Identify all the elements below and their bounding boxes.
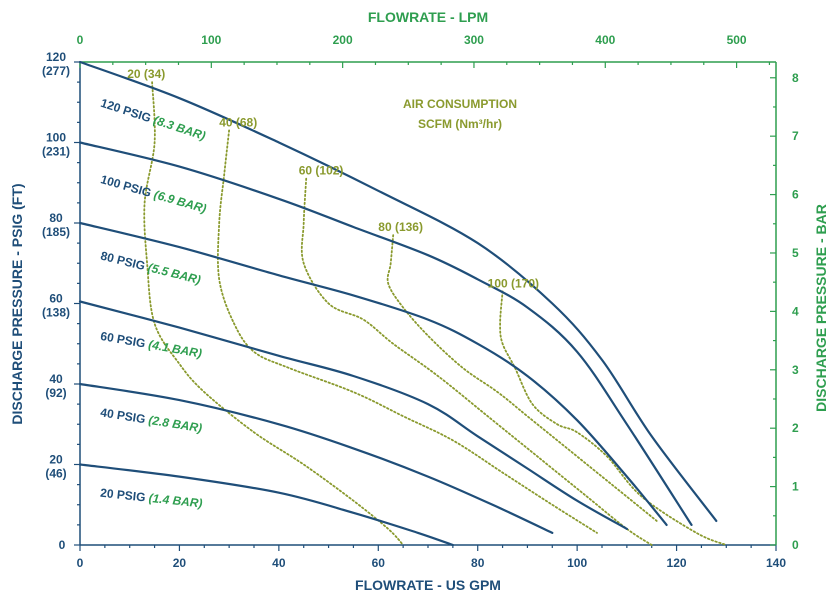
y-axis-title: DISCHARGE PRESSURE - PSIG (FT): [9, 183, 25, 424]
x2-tick-label: 100: [201, 33, 221, 47]
air-curve-label: 80 (136): [378, 220, 423, 234]
y-tick-sublabel: (92): [45, 386, 66, 400]
y2-tick-label: 0: [792, 538, 799, 552]
x-tick-label: 140: [766, 556, 786, 570]
air-curve-label: 100 (170): [488, 276, 539, 290]
axes-layer: 0 20 40 60 80 100 120 140020(46)40(92)60(138)80…: [42, 33, 799, 570]
y2-axis-title: DISCHARGE PRESSURE - BAR: [813, 204, 829, 412]
air-consumption-curve: [499, 290, 728, 546]
air-curve-label: 60 (102): [299, 164, 344, 178]
air-consumption-layer: [143, 81, 728, 546]
y-tick-sublabel: (46): [45, 467, 66, 481]
curve-label-bar: (6.9 BAR): [152, 187, 208, 215]
y2-tick-label: 5: [792, 246, 799, 260]
curve-label: 80 PSIG (5.5 BAR): [99, 249, 202, 287]
air-consumption-curve: [143, 81, 404, 546]
x2-axis-title: FLOWRATE - LPM: [368, 9, 488, 25]
pressure-curve: [78, 382, 554, 534]
y2-tick-label: 1: [792, 480, 799, 494]
x-tick-label: 60: [372, 556, 386, 570]
x2-tick-label: 0: [77, 33, 84, 47]
y-tick-sublabel: (138): [42, 306, 70, 320]
curve-label-psi: 80 PSIG: [99, 249, 150, 274]
air-consumption-curve: [300, 177, 653, 546]
pressure-curve: [78, 141, 693, 526]
y2-tick-label: 3: [792, 363, 799, 377]
air-consumption-units: SCFM (Nm³/hr): [418, 117, 502, 131]
x2-tick-label: 200: [333, 33, 353, 47]
air-consumption-title: AIR CONSUMPTION: [403, 97, 517, 111]
air-consumption-curve: [216, 129, 598, 534]
curve-label-psi: 40 PSIG: [99, 405, 149, 426]
curve-label-bar: (1.4 BAR): [148, 491, 203, 511]
x-tick-label: 80: [471, 556, 485, 570]
x2-tick-label: 400: [595, 33, 615, 47]
air-consumption-curve: [386, 234, 658, 522]
y2-tick-label: 8: [792, 71, 799, 85]
x-tick-label: 100: [567, 556, 587, 570]
pressure-curves-layer: [78, 60, 718, 547]
y2-tick-label: 7: [792, 129, 799, 143]
air-curve-label: 20 (34): [127, 67, 165, 81]
y2-tick-label: 6: [792, 188, 799, 202]
x-tick-label: 40: [272, 556, 286, 570]
curve-label-bar: (5.5 BAR): [146, 260, 202, 287]
y-tick-sublabel: (185): [42, 225, 70, 239]
curve-label-psi: 120 PSIG: [99, 96, 156, 126]
x2-tick-label: 300: [464, 33, 484, 47]
curve-label: 20 PSIG (1.4 BAR): [100, 486, 204, 511]
y-tick-label: 100: [46, 131, 66, 145]
labels-layer: 120 PSIG (8.3 BAR) 100 PSIG (6.9 BAR) 80 P…: [99, 67, 539, 510]
y2-tick-label: 2: [792, 421, 799, 435]
curve-label: 100 PSIG (6.9 BAR): [99, 172, 208, 216]
y-tick-label: 80: [49, 211, 63, 225]
y-tick-label: 0: [59, 538, 66, 552]
air-curve-label: 40 (68): [219, 115, 257, 129]
curve-label-psi: 20 PSIG: [100, 486, 150, 505]
curve-label-bar: (2.8 BAR): [148, 413, 204, 435]
pressure-curve: [78, 60, 718, 522]
x-tick-label: 0: [77, 556, 84, 570]
x-tick-label: 120: [667, 556, 687, 570]
x2-tick-label: 500: [727, 33, 747, 47]
curve-label: 60 PSIG (4.1 BAR): [99, 329, 203, 361]
x-axis-title: FLOWRATE - US GPM: [355, 577, 501, 593]
curve-label-bar: (8.3 BAR): [152, 113, 208, 143]
curve-label: 40 PSIG (2.8 BAR): [99, 405, 203, 435]
pressure-curve: [78, 300, 628, 530]
y-tick-label: 20: [49, 453, 63, 467]
y-tick-sublabel: (277): [42, 64, 70, 78]
y-tick-label: 120: [46, 50, 66, 64]
pressure-curve: [78, 463, 454, 547]
pressure-curve: [78, 221, 668, 526]
curve-label-bar: (4.1 BAR): [147, 337, 203, 360]
curve-label-psi: 60 PSIG: [99, 329, 149, 351]
y-tick-sublabel: (231): [42, 145, 70, 159]
x-tick-label: 20: [173, 556, 187, 570]
curve-label-psi: 100 PSIG: [99, 172, 156, 201]
y2-tick-label: 4: [792, 304, 799, 318]
y-tick-label: 40: [49, 372, 63, 386]
y-tick-label: 60: [49, 292, 63, 306]
